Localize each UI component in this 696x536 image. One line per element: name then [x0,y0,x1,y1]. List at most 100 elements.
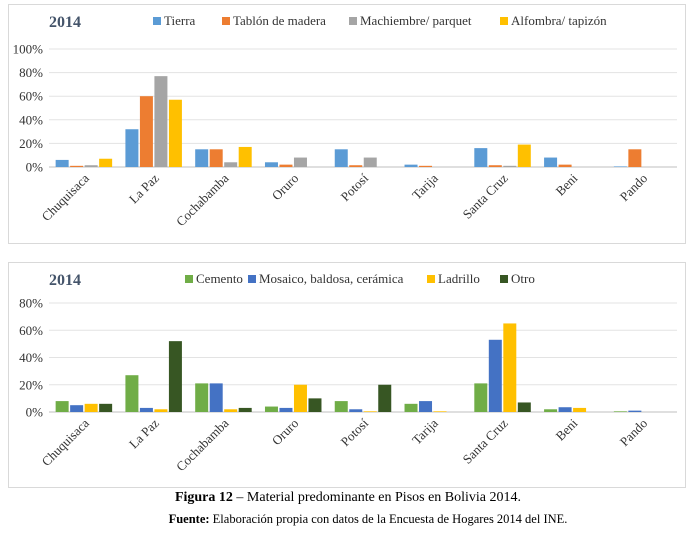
bar [264,162,278,167]
x-tick-label: Potosí [338,415,372,449]
legend-item: Tablón de madera [222,13,326,28]
legend: Cemento Mosaico, baldosa, cerámica Ladrill… [185,271,535,286]
bar [628,410,642,412]
legend-label: Tablón de madera [233,13,326,28]
bar-group [544,407,587,412]
bar [279,407,293,412]
bar [125,375,139,412]
bar [404,164,418,167]
legend-swatch [185,275,193,283]
x-tick-label: Beni [552,415,580,443]
bar-group [474,323,531,412]
legend-label: Alfombra/ tapizón [511,13,607,28]
floor-material-chart-2: 2014 Cemento Mosaico, baldosa, cerámica Lad… [19,271,677,474]
bar [544,157,558,167]
y-tick-label: 40% [19,112,43,127]
bar [334,401,348,412]
chart-panel-top: 2014 Tierra Tablón de madera Machiembre/ pa… [8,4,686,244]
bar [224,162,238,167]
bar [558,407,572,412]
bar [544,409,558,412]
bar [84,165,98,167]
bar-group [404,401,447,412]
x-tick-label: Santa Cruz [459,170,510,221]
y-tick-label: 60% [19,323,43,338]
y-tick-label: 0% [26,160,44,175]
x-tick-label: Pando [617,416,651,450]
bar [224,409,238,412]
legend-item: Alfombra/ tapizón [500,13,607,28]
x-tick-label: Tarija [409,415,441,447]
bar [154,409,168,412]
legend-swatch [500,275,508,283]
bar [139,96,153,167]
bar [573,407,587,412]
y-tick-label: 80% [19,65,43,80]
legend-item: Cemento [185,271,243,286]
legend-label: Machiembre/ parquet [360,13,472,28]
x-tick-label: Cochabamba [173,170,232,229]
x-tick-label: La Paz [126,415,162,451]
bar-group [474,144,531,167]
bar [503,323,517,412]
bar-group [264,384,322,412]
x-tick-label: Cochabamba [173,415,232,474]
legend-label: Tierra [164,13,196,28]
bar [517,144,531,167]
bar [209,149,223,167]
legend-swatch [153,17,161,25]
legend-swatch [248,275,256,283]
bar-group [55,401,113,412]
y-tick-label: 20% [19,377,43,392]
y-tick-label: 40% [19,350,43,365]
chart-panel-bottom: 2014 Cemento Mosaico, baldosa, cerámica Lad… [8,262,686,488]
bar [195,383,209,412]
x-tick-label: Tarija [409,170,441,202]
bar [419,165,433,167]
bar [154,76,168,167]
bar [517,402,531,412]
bar [99,158,113,167]
bar [238,407,252,412]
bar [55,401,69,412]
legend-item: Mosaico, baldosa, cerámica [248,271,404,286]
y-tick-label: 60% [19,89,43,104]
bar [55,159,69,167]
bar [419,401,433,412]
bar-group [125,341,182,412]
bar [363,411,377,412]
legend: Tierra Tablón de madera Machiembre/ parque… [153,13,607,28]
source-label: Fuente: [168,512,210,526]
bar [349,409,363,412]
bar [363,157,377,167]
legend-item: Tierra [153,13,196,28]
x-tick-label: Oruro [269,416,302,449]
bar [139,407,153,412]
bar-group [404,164,433,167]
bar [613,166,627,167]
legend-swatch [222,17,230,25]
bar-group [195,146,252,167]
bar-group [334,384,392,412]
figure-caption: Figura 12 – Material predominante en Pis… [0,490,696,506]
bar [293,384,307,412]
legend-swatch [349,17,357,25]
x-tick-label: Santa Cruz [459,415,510,466]
bar [264,406,278,412]
bar [334,149,348,167]
bar [628,149,642,167]
x-tick-label: Chuquisaca [39,415,93,469]
bar [488,339,502,412]
legend-label: Ladrillo [438,271,480,286]
bar [279,164,293,167]
legend-label: Mosaico, baldosa, cerámica [259,271,404,286]
figure-label: Figura 12 [174,490,233,505]
bar [84,403,98,412]
legend-item: Otro [500,271,535,286]
y-tick-label: 20% [19,136,43,151]
x-tick-label: Pando [617,171,651,205]
bar [195,149,209,167]
bar [558,164,572,167]
bar-group [613,410,642,412]
x-tick-label: Oruro [269,171,302,204]
